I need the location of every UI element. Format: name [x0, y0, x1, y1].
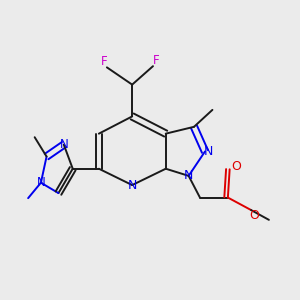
Text: F: F [101, 55, 108, 68]
Text: N: N [204, 145, 213, 158]
Text: F: F [153, 54, 159, 67]
Text: N: N [128, 178, 137, 192]
Text: N: N [59, 138, 68, 151]
Text: N: N [184, 169, 193, 182]
Text: N: N [37, 176, 45, 189]
Text: O: O [249, 209, 259, 222]
Text: O: O [231, 160, 241, 173]
